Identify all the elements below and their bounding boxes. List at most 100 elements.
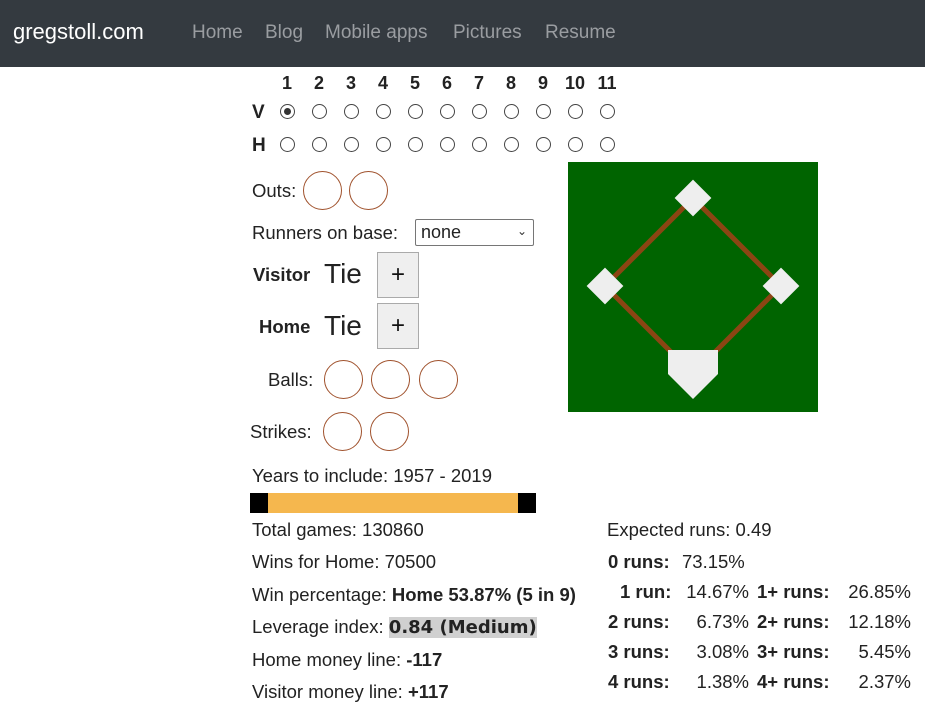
visitor-score-value: Tie [324,258,362,289]
win-percentage: Win percentage: Home 53.87% (5 in 9) [252,584,576,606]
leverage-index-value: 0.84 (Medium) [388,617,537,638]
inning-number: 2 [313,73,324,93]
leverage-index: Leverage index: 0.84 (Medium) [252,616,537,638]
runs-1-plus-label: 1+ runs: [757,581,830,602]
win-percentage-label: Win percentage: [252,584,392,605]
inning-radio-h3[interactable] [344,137,359,152]
outs-label: Outs: [252,180,297,201]
inning-number: 3 [345,73,356,93]
inning-number: 4 [377,73,388,93]
inning-radio-v2[interactable] [312,104,327,119]
years-slider-end-handle[interactable] [518,493,536,513]
inning-radio-v8[interactable] [504,104,519,119]
runs-2-plus-value: 12.18% [848,611,911,632]
third-base[interactable] [586,267,624,305]
inning-number: 9 [537,73,548,93]
visitor-add-run-button[interactable]: + [377,252,419,298]
strike-toggle-2[interactable] [370,412,409,451]
home-money-line-value: -117 [406,649,443,670]
runs-3-plus-value: 5.45% [858,641,911,662]
runners-select[interactable]: none ⌄ [415,219,534,246]
runs-4-value: 1.38% [696,671,749,692]
baseball-field [568,162,818,412]
visitor-money-line-label: Visitor money line: [252,681,408,702]
home-score-label: Home [259,316,311,337]
visitor-score-label: Visitor [253,264,311,285]
runs-3-value: 3.08% [696,641,749,662]
base-path [601,194,785,378]
inning-radio-v1[interactable] [280,104,295,119]
nav-blog-link[interactable]: Blog [265,22,304,43]
inning-number: 1 [281,73,292,93]
runs-4-plus-value: 2.37% [858,671,911,692]
navbar: gregstoll.com Home Blog Mobile apps Pict… [0,0,925,67]
nav-resume-link[interactable]: Resume [545,22,616,43]
first-base[interactable] [762,267,800,305]
nav-mobile-apps-link[interactable]: Mobile apps [325,22,428,43]
nav-pictures-link[interactable]: Pictures [453,22,522,43]
runners-label: Runners on base: [252,222,399,243]
runs-1-label: 1 run: [620,581,672,602]
runners-select-value: none [421,222,462,242]
runs-2-label: 2 runs: [608,611,670,632]
visitor-money-line-value: +117 [407,681,449,702]
inning-radio-h4[interactable] [376,137,391,152]
inning-number: 6 [441,73,452,93]
home-score-value: Tie [324,310,362,341]
inning-radio-h5[interactable] [408,137,423,152]
strikes-label: Strikes: [250,421,312,442]
home-add-run-button[interactable]: + [377,303,419,349]
ball-toggle-1[interactable] [324,360,363,399]
years-slider-start-handle[interactable] [250,493,268,513]
site-brand-link[interactable]: gregstoll.com [13,19,144,44]
inning-radio-v10[interactable] [568,104,583,119]
home-money-line: Home money line: -117 [252,649,442,671]
nav-home-link[interactable]: Home [192,22,243,43]
inning-radio-v7[interactable] [472,104,487,119]
runs-2-plus-label: 2+ runs: [757,611,830,632]
ball-toggle-3[interactable] [419,360,458,399]
home-plate [668,350,718,399]
inning-radio-v3[interactable] [344,104,359,119]
ball-toggle-2[interactable] [371,360,410,399]
runs-0-value: 73.15% [682,551,745,572]
inning-radio-h10[interactable] [568,137,583,152]
inning-radio-v4[interactable] [376,104,391,119]
years-label: Years to include: 1957 - 2019 [252,465,492,486]
inning-radio-h1[interactable] [280,137,295,152]
inning-radio-v11[interactable] [600,104,615,119]
inning-radio-h7[interactable] [472,137,487,152]
total-games: Total games: 130860 [252,519,424,540]
visitor-money-line: Visitor money line: +117 [252,681,449,703]
runs-0-label: 0 runs: [608,551,670,572]
balls-label: Balls: [268,369,314,390]
inning-radio-v6[interactable] [440,104,455,119]
inning-radio-h8[interactable] [504,137,519,152]
visitor-row-label: V [252,102,265,123]
home-row-label: H [252,135,266,156]
baseball-diamond [586,179,800,399]
runs-3-label: 3 runs: [608,641,670,662]
inning-number: 10 [564,73,586,93]
runs-3-plus-label: 3+ runs: [757,641,830,662]
strike-toggle-1[interactable] [323,412,362,451]
wins-for-home: Wins for Home: 70500 [252,551,437,572]
inning-number: 7 [473,73,484,93]
out-toggle-2[interactable] [349,171,388,210]
inning-radio-v5[interactable] [408,104,423,119]
out-toggle-1[interactable] [303,171,342,210]
inning-radio-h11[interactable] [600,137,615,152]
chevron-down-icon: ⌄ [516,224,527,238]
second-base[interactable] [674,179,712,217]
inning-radio-h9[interactable] [536,137,551,152]
win-percentage-value: Home 53.87% (5 in 9) [391,584,576,605]
inning-radio-v9[interactable] [536,104,551,119]
inning-number: 8 [505,73,516,93]
runs-4-label: 4 runs: [608,671,670,692]
inning-radio-h2[interactable] [312,137,327,152]
inning-radio-h6[interactable] [440,137,455,152]
inning-number: 11 [597,73,617,93]
runs-1-plus-value: 26.85% [848,581,911,602]
years-slider-track[interactable] [250,493,536,513]
inning-number: 5 [409,73,420,93]
